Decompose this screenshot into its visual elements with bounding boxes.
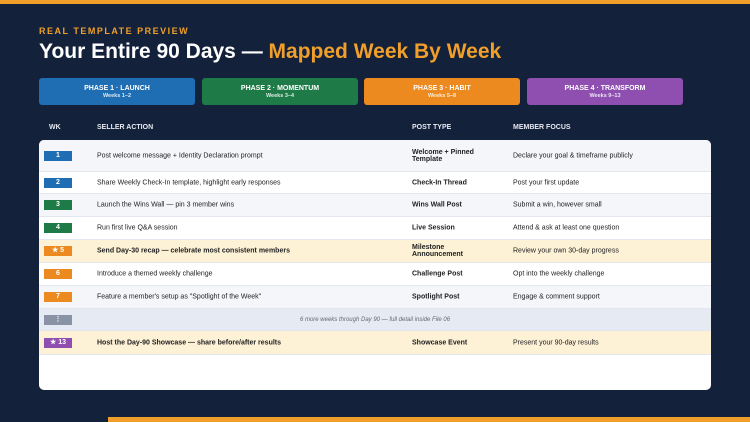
column-header: POST TYPE xyxy=(412,124,452,131)
week-badge: 2 xyxy=(44,177,72,188)
member-focus: Attend & ask at least one question xyxy=(513,224,620,232)
post-type: Check-In Thread xyxy=(412,179,467,186)
post-type: Showcase Event xyxy=(412,339,468,346)
table-row: ★ 13 Host the Day-90 Showcase — share bef… xyxy=(39,331,711,355)
phase-weeks: Weeks 5–8 xyxy=(427,93,457,99)
week-badge: 3 xyxy=(44,200,72,210)
week-badge: ★ 13 xyxy=(44,337,72,348)
week-badge: 7 xyxy=(44,292,72,302)
table-row: 3 Launch the Wins Wall — pin 3 member win… xyxy=(39,194,711,217)
seller-action: Introduce a themed weekly challenge xyxy=(97,270,213,278)
phase-box: PHASE 4 · TRANSFORM Weeks 9–13 xyxy=(527,78,683,105)
seller-action: Feature a member's setup as "Spotlight o… xyxy=(97,293,262,301)
post-type: Wins Wall Post xyxy=(412,201,462,209)
member-focus: Opt into the weekly challenge xyxy=(513,270,605,278)
gap-note: 6 more weeks through Day 90 — full detai… xyxy=(299,316,451,323)
table-row: ★ 5 Send Day-30 recap — celebrate most co… xyxy=(39,240,711,263)
phase-box: PHASE 2 · MOMENTUM Weeks 3–4 xyxy=(202,78,358,105)
column-header: WK xyxy=(49,124,61,131)
week-badge: 1 xyxy=(44,150,72,161)
post-type: Welcome + Pinned Template xyxy=(412,148,474,163)
table-row: 1 Post welcome message + Identity Declara… xyxy=(39,140,711,172)
title-accent: Mapped Week By Week xyxy=(268,40,502,63)
week-badge: ⋮ xyxy=(44,314,72,325)
table-row: 4 Run first live Q&A session Live Session A… xyxy=(39,217,711,240)
title: Your Entire 90 Days — Mapped Week By Wee… xyxy=(39,40,501,64)
post-type: Milestone Announcement xyxy=(412,244,463,258)
table-row: 6 Introduce a themed weekly challenge Chal… xyxy=(39,263,711,286)
member-focus: Review your own 30-day progress xyxy=(513,247,619,255)
post-type: Spotlight Post xyxy=(412,293,460,301)
seller-action: Host the Day-90 Showcase — share before/… xyxy=(97,339,282,346)
seller-action: Send Day-30 recap — celebrate most consi… xyxy=(97,247,290,255)
title-text: Your Entire 90 Days — xyxy=(39,40,269,63)
phase-name: PHASE 4 · TRANSFORM xyxy=(564,85,646,92)
week-badge: ★ 5 xyxy=(44,246,72,256)
member-focus: Present your 90-day results xyxy=(513,339,599,346)
member-focus: Submit a win, however small xyxy=(513,201,602,209)
week-badge: 6 xyxy=(44,269,72,279)
top-bar xyxy=(0,0,750,4)
seller-action: Share Weekly Check-In template, highligh… xyxy=(97,179,281,186)
seller-action: Post welcome message + Identity Declarat… xyxy=(97,152,263,159)
seller-action: Run first live Q&A session xyxy=(97,224,178,232)
phase-name: PHASE 1 · LAUNCH xyxy=(84,85,150,92)
table: 1 Post welcome message + Identity Declara… xyxy=(39,140,711,390)
week-badge: 4 xyxy=(44,223,72,233)
table-row: 7 Feature a member's setup as "Spotlight … xyxy=(39,286,711,309)
table-row: 2 Share Weekly Check-In template, highlig… xyxy=(39,172,711,194)
post-type: Live Session xyxy=(412,224,455,232)
phase-name: PHASE 2 · MOMENTUM xyxy=(240,85,320,92)
table-row: ⋮ 6 more weeks through Day 90 — full deta… xyxy=(39,309,711,331)
phase-weeks: Weeks 9–13 xyxy=(589,93,621,99)
column-header: SELLER ACTION xyxy=(97,124,154,131)
eyebrow: REAL TEMPLATE PREVIEW xyxy=(39,26,190,36)
column-header: MEMBER FOCUS xyxy=(513,124,571,131)
post-type: Challenge Post xyxy=(412,270,463,278)
member-focus: Engage & comment support xyxy=(513,293,600,301)
bottom-bar xyxy=(108,417,750,422)
member-focus: Declare your goal & timeframe publicly xyxy=(513,152,633,159)
phase-weeks: Weeks 3–4 xyxy=(265,93,295,99)
phase-box: PHASE 3 · HABIT Weeks 5–8 xyxy=(364,78,520,105)
seller-action: Launch the Wins Wall — pin 3 member wins xyxy=(97,201,235,209)
phase-box: PHASE 1 · LAUNCH Weeks 1–2 xyxy=(39,78,195,105)
member-focus: Post your first update xyxy=(513,179,580,186)
phase-weeks: Weeks 1–2 xyxy=(102,93,132,99)
phase-name: PHASE 3 · HABIT xyxy=(413,85,471,92)
